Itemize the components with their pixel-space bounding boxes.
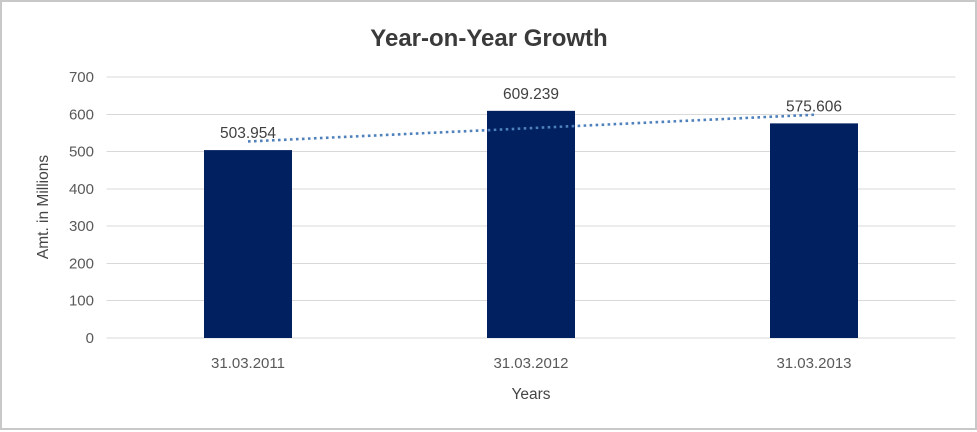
bar [770, 123, 858, 338]
data-label: 575.606 [786, 98, 842, 115]
y-tick-label: 200 [69, 255, 94, 272]
data-label: 503.954 [220, 125, 276, 142]
y-tick-label: 600 [69, 106, 94, 123]
y-tick-label: 700 [69, 69, 94, 86]
y-tick-label: 400 [69, 181, 94, 198]
chart-title: Year-on-Year Growth [370, 25, 607, 52]
y-tick-label: 300 [69, 218, 94, 235]
x-axis-title: Years [511, 386, 550, 403]
trendline [247, 113, 815, 143]
y-tick-label: 500 [69, 144, 94, 161]
y-tick-label: 100 [69, 293, 94, 310]
y-axis-title: Amt. in Millions [35, 155, 52, 259]
x-tick-label: 31.03.2012 [493, 355, 568, 372]
data-label: 609.239 [503, 86, 559, 103]
y-axis-tick-labels: 0 100 200 300 400 500 600 700 [69, 69, 94, 347]
y-tick-label: 0 [86, 330, 94, 347]
bar-series [204, 110, 858, 339]
data-labels: 503.954 609.239 575.606 [220, 86, 842, 142]
x-axis-tick-labels: 31.03.2011 31.03.2012 31.03.2013 [211, 355, 852, 372]
trendline-path [247, 113, 815, 143]
bar [204, 150, 292, 338]
x-tick-label: 31.03.2011 [211, 355, 285, 372]
bar [487, 110, 575, 339]
x-tick-label: 31.03.2013 [776, 355, 851, 372]
